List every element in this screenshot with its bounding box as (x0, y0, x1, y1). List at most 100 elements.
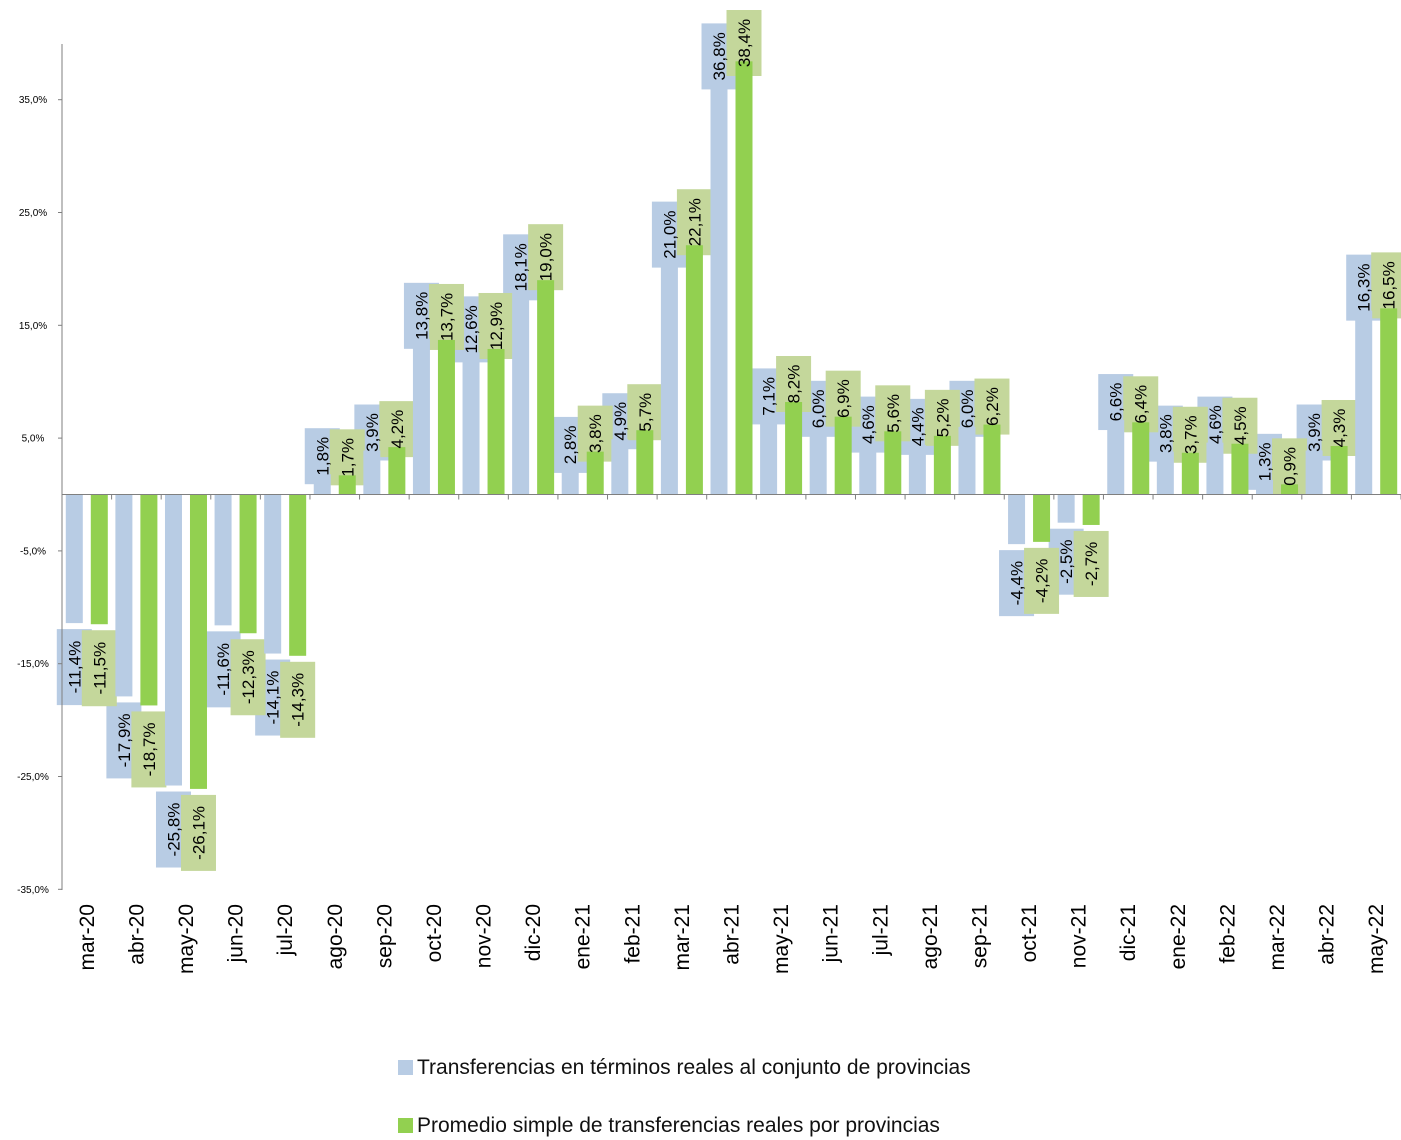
bar-series-2 (586, 451, 604, 495)
bar-series-2 (1281, 484, 1299, 495)
data-label-series-2: 3,8% (586, 414, 605, 453)
data-label-series-1: 6,6% (1107, 383, 1126, 422)
x-tick-label: ene-22 (1167, 904, 1190, 969)
data-label-series-2: 4,5% (1231, 406, 1250, 445)
data-label-series-1: 4,6% (1206, 405, 1225, 444)
data-label-box-series-2 (280, 661, 316, 738)
bar-series-2 (1132, 422, 1150, 495)
data-label-series-1: -25,8% (164, 803, 183, 857)
data-label-series-2: -2,7% (1082, 542, 1101, 586)
bar-series-1 (1107, 420, 1125, 495)
bar-series-2 (884, 431, 902, 495)
bar-series-2 (1380, 308, 1398, 495)
data-label-series-2: 38,4% (735, 19, 754, 67)
data-label-series-2: -11,5% (90, 642, 109, 695)
y-tick-label: 25,0% (19, 208, 47, 219)
bar-series-1 (65, 494, 83, 624)
data-label-box-series-2 (1371, 252, 1401, 319)
data-label-series-2: -14,3% (289, 673, 308, 727)
bar-series-1 (264, 494, 282, 654)
data-label-series-2: 6,9% (834, 379, 853, 418)
data-label-box-series-2 (1024, 547, 1060, 614)
x-tick-label: feb-21 (621, 904, 644, 964)
bar-series-1 (214, 494, 232, 626)
bar-series-1 (859, 442, 877, 495)
y-tick-label: 15,0% (19, 321, 47, 332)
legend-item-series-2: Promedio simple de transferencias reales… (398, 1114, 940, 1138)
legend-swatch-series-1 (398, 1060, 413, 1075)
bar-series-2 (289, 494, 307, 656)
bar-series-2 (140, 494, 158, 706)
x-tick-label: jul-21 (869, 904, 892, 956)
bar-series-2 (1033, 494, 1051, 542)
bar-series-2 (487, 348, 505, 495)
x-tick-label: jun-20 (225, 904, 248, 963)
data-label-series-1: 6,0% (958, 389, 977, 428)
bar-series-2 (90, 494, 108, 625)
bar-series-2 (834, 416, 852, 495)
data-label-series-1: 4,6% (859, 405, 878, 444)
y-tick-label: 5,0% (22, 434, 45, 445)
data-label-series-1: -11,6% (214, 643, 233, 696)
y-tick-label: -5,0% (20, 546, 46, 557)
data-label-series-2: -18,7% (140, 722, 159, 776)
bar-series-1 (1206, 442, 1224, 495)
x-tick-label: may-22 (1365, 904, 1388, 974)
legend-item-series-1: Transferencias en términos reales al con… (398, 1056, 971, 1080)
data-label-series-2: -12,3% (239, 650, 258, 704)
data-label-series-2: 4,3% (1330, 409, 1349, 448)
data-label-series-1: 3,8% (1156, 414, 1175, 453)
x-tick-label: jun-21 (820, 904, 843, 963)
bar-series-2 (388, 447, 406, 495)
data-label-series-2: -4,2% (1033, 559, 1052, 603)
x-tick-label: mar-22 (1266, 904, 1289, 971)
data-label-box-series-2 (230, 639, 266, 716)
bar-series-2 (189, 494, 207, 789)
x-tick-label: mar-20 (76, 904, 99, 971)
bar-series-2 (785, 402, 803, 495)
bar-series-1 (561, 462, 579, 495)
bar-series-1 (908, 444, 926, 495)
data-label-series-1: -14,1% (264, 671, 283, 725)
x-tick-label: abr-20 (125, 904, 148, 965)
bar-series-1 (710, 79, 728, 495)
data-label-series-1: -2,5% (1057, 539, 1076, 583)
x-tick-label: sep-21 (968, 904, 991, 968)
bar-series-1 (412, 338, 430, 495)
legend-swatch-series-2 (398, 1118, 413, 1133)
bar-series-1 (1305, 450, 1323, 495)
data-label-series-1: 21,0% (660, 211, 679, 259)
data-label-series-2: 13,7% (437, 293, 456, 341)
bar-series-1 (313, 474, 331, 495)
bar-series-1 (1355, 310, 1373, 495)
bar-series-1 (660, 257, 678, 495)
data-label-series-1: 2,8% (561, 426, 580, 465)
bar-series-1 (115, 494, 133, 697)
x-tick-label: dic-20 (522, 904, 545, 961)
bar-series-2 (983, 424, 1001, 495)
y-tick-label: -25,0% (17, 772, 49, 783)
data-label-series-1: -4,4% (1008, 561, 1027, 605)
bar-series-2 (933, 435, 951, 495)
bar-series-1 (363, 450, 381, 495)
data-label-series-2: 6,2% (983, 387, 1002, 426)
data-labels: -11,4% -17,9% -25,8% -11,6% -14,1% 1,8% 3,9% 13… (65, 19, 1398, 860)
bar-series-1 (164, 494, 182, 786)
data-label-box-series-2 (131, 711, 167, 788)
y-tick-labels: 35,0% 25,0% 15,0% 5,0% -5,0% -15,0% -25,0% -35,… (17, 95, 49, 896)
bar-series-1 (462, 352, 480, 495)
data-label-series-1: 1,3% (1256, 442, 1275, 481)
bar-series-2 (1231, 443, 1249, 495)
data-label-series-1: 7,1% (760, 377, 779, 416)
bar-series-1 (760, 414, 778, 495)
x-tick-label: may-21 (770, 904, 793, 974)
bar-series-2 (685, 245, 703, 495)
x-tick-label: nov-21 (1068, 904, 1091, 968)
data-label-series-1: 18,1% (512, 243, 531, 291)
x-tick-label: abr-22 (1316, 904, 1339, 965)
data-label-box-series-2 (428, 283, 464, 350)
bar-series-1 (1057, 494, 1075, 523)
data-label-series-1: 4,4% (908, 407, 927, 446)
data-label-series-1: 16,3% (1355, 264, 1374, 312)
